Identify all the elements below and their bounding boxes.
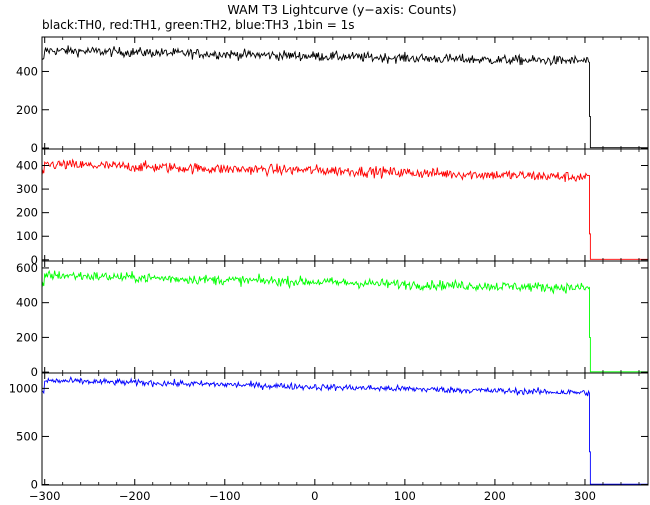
- y-tick-label: 600: [16, 261, 38, 275]
- y-tick-label: 400: [16, 296, 38, 310]
- panel-th3: 0 500 1000: [9, 372, 649, 492]
- y-tick-label: 200: [16, 206, 38, 220]
- x-tick-label: 300: [574, 489, 596, 503]
- x-tick-label: 100: [394, 489, 416, 503]
- y-tick-label: 0: [31, 478, 38, 492]
- x-tick-label: −100: [209, 489, 241, 503]
- panel-frame-th3: [41, 372, 649, 486]
- x-tick-label: −300: [29, 489, 61, 503]
- y-tick-label: 0: [31, 141, 38, 155]
- chart-title: WAM T3 Lightcurve (y−axis: Counts): [227, 2, 456, 17]
- chart-subtitle: black:TH0, red:TH1, green:TH2, blue:TH3 …: [42, 18, 355, 32]
- y-tick-label: 300: [16, 182, 38, 196]
- y-tick-label: 1000: [9, 381, 38, 395]
- y-tick-label: 0: [31, 365, 38, 379]
- y-tick-label: 100: [16, 229, 38, 243]
- y-tick-label: 0: [31, 253, 38, 267]
- lightcurve-line-th0: [41, 45, 648, 149]
- panel-frame-th0: [41, 36, 649, 150]
- panels: 02004000100200300400020040060005001000−3…: [9, 36, 649, 503]
- x-tick-label: 200: [484, 489, 506, 503]
- y-tick-label: 400: [16, 159, 38, 173]
- x-tick-label: 0: [311, 489, 318, 503]
- y-tick-label: 200: [16, 330, 38, 344]
- panel-th0: 0 200 400: [16, 36, 649, 155]
- y-tick-label: 200: [16, 103, 38, 117]
- panel-th1: 0 100 200 300 400: [16, 148, 649, 267]
- panel-th2: 0 200 400 600: [16, 260, 649, 379]
- y-tick-label: 400: [16, 65, 38, 79]
- lightcurve-line-th2: [41, 269, 648, 373]
- lightcurve-line-th1: [41, 158, 648, 260]
- lightcurve-line-th3: [41, 376, 648, 485]
- x-tick-label: −200: [119, 489, 151, 503]
- y-tick-label: 500: [16, 430, 38, 444]
